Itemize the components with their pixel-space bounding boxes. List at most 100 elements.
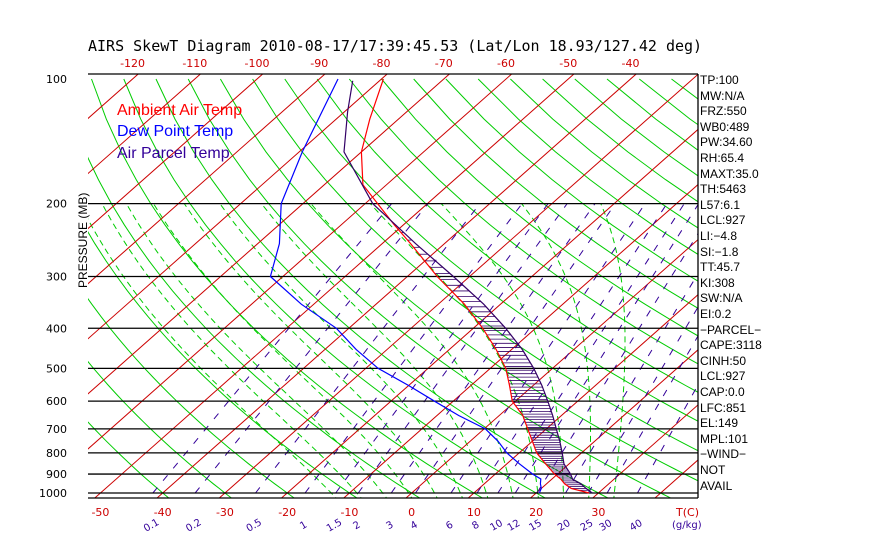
dry-adiabat-line [477,78,698,255]
bottom-temp-tick-label: -10 [340,506,358,519]
isotherm-line [94,74,575,498]
mixing-ratio-tick-label: 0.5 [245,517,264,534]
stability-index-item: L57:6.1 [700,197,741,212]
isotherm-line [280,128,698,498]
isotherm-line [88,74,264,230]
stability-index-item: RH:65.4 [700,151,745,165]
dry-adiabat-line [155,78,609,498]
pressure-tick-label: 900 [46,468,67,481]
dry-adiabat-line [736,79,870,502]
isotherm-line [592,404,698,498]
stability-index-item: MW:N/A [700,88,745,103]
stability-index-item: AVAIL [700,478,733,493]
mixing-ratio-tick-label: 0.1 [142,517,161,534]
bottom-temp-tick-label: -20 [278,506,296,519]
mixing-ratio-tick-label: 2 [352,519,363,532]
dry-adiabat-line [413,78,698,309]
stability-index-item: MAXT:35.0 [700,166,759,181]
stability-index-item: TT:45.7 [700,260,741,275]
isotherm-line [654,459,698,498]
pressure-tick-label: 700 [46,423,67,436]
stability-index-item: FRZ:550 [700,104,747,119]
pressure-tick-label: 200 [46,198,67,211]
stability-index-item: KI:308 [700,275,735,290]
pressure-tick-label: 800 [46,447,67,460]
moist-adiabat-line [219,203,464,498]
pressure-tick-label: 400 [46,322,67,335]
stability-index-item: CAP:0.0 [700,385,745,399]
moist-adiabat-line [600,203,626,498]
moist-adiabat-line [310,203,514,498]
dry-adiabat-line [348,78,698,365]
top-temp-tick-label: -70 [435,57,453,70]
moist-adiabat-line [88,218,337,498]
y-axis-label: PRESSURE (MB) [76,192,90,288]
isotherm-line [88,74,451,395]
dry-adiabat-line [381,78,698,337]
moist-adiabat-line [101,203,362,498]
mixing-ratio-tick-label: 20 [556,518,573,534]
stability-index-item: SW:N/A [700,291,743,306]
background-lines [88,74,870,502]
pressure-tick-label: 1000 [39,487,67,500]
top-temp-tick-label: -90 [310,57,328,70]
mixing-ratio-tick-label: 10 [488,518,505,534]
mixing-ratio-line [335,203,549,494]
mixing-ratio-line [497,203,685,494]
stability-index-item: −WIND− [700,447,747,462]
stability-index-item: PW:34.60 [700,135,753,150]
top-temp-tick-label: -40 [622,57,640,70]
mixing-ratio-tick-label: 4 [409,519,420,532]
mixing-ratio-tick-label: 1 [298,520,309,533]
moist-adiabat-line [183,203,438,498]
mixing-ratio-line [255,203,481,494]
isotherm-line [529,349,698,498]
moist-adiabat-line [521,203,591,498]
ambient-air-temp-line [360,78,590,494]
bottom-temp-tick-label: -50 [91,506,109,519]
top-temp-tick-label: -60 [497,57,515,70]
isotherm-line [88,74,513,450]
dry-adiabat-line [800,79,870,502]
isotherm-line [88,74,326,285]
air-parcel-temp-line [343,80,593,494]
stability-index-item: LFC:851 [700,400,747,415]
mixing-ratio-line [415,203,616,494]
dry-adiabat-line [88,297,295,498]
bottom-temp-tick-label: 0 [408,506,415,519]
top-temp-tick-label: -80 [373,57,391,70]
moist-adiabat-line [369,203,539,498]
mixing-ratio-tick-label: 6 [444,519,455,532]
mixing-ratio-line [390,203,596,494]
legend-ambient-air-temp: Ambient Air Temp [117,102,243,119]
moist-adiabat-line [125,203,388,498]
mixing-ratio-tick-label: 40 [628,518,645,534]
bottom-temp-tick-label: -40 [154,506,172,519]
legend-air-parcel-temp: Air Parcel Temp [117,145,230,162]
mixing-ratio-tick-label: 30 [598,518,615,534]
dry-adiabat-line [252,78,698,452]
dry-adiabat-line [833,79,870,502]
dew-point-temp-line [269,78,542,494]
stability-index-item: MPL:101 [700,431,749,446]
pressure-tick-label: 600 [46,395,67,408]
top-temp-tick-label: -50 [559,57,577,70]
dry-adiabat-line [316,78,698,393]
stability-index-item: LCL:927 [700,213,746,228]
dry-adiabat-line [510,78,698,229]
bottom-temp-tick-label: -30 [216,506,234,519]
mixing-ratio-tick-label: 12 [506,518,523,534]
pressure-tick-label: 100 [46,73,67,86]
top-temp-tick-label: -100 [245,57,270,70]
stability-index-item: NOT [700,463,726,477]
dry-adiabat-line [768,79,870,502]
mixing-ratio-line [194,203,429,494]
top-temp-tick-label: -120 [120,57,145,70]
dry-adiabat-line [219,78,698,482]
isotherm-line [467,294,698,498]
bottom-temp-tick-label: 10 [467,506,481,519]
stability-index-item: −PARCEL− [700,322,762,337]
isotherm-line [218,74,698,498]
chart-title: AIRS SkewT Diagram 2010-08-17/17:39:45.5… [88,37,703,55]
